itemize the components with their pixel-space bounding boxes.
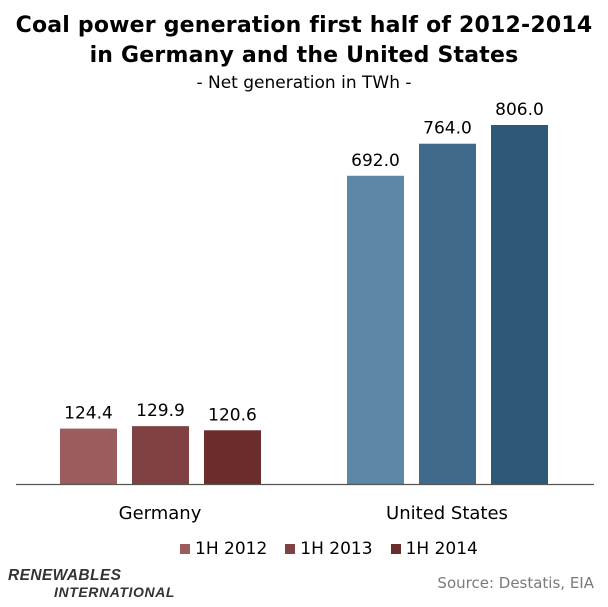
- bar-germany-1h-2013: [132, 426, 189, 484]
- data-label-germany-1h-2014: 120.6: [208, 405, 257, 425]
- source-note: Source: Destatis, EIA: [437, 574, 594, 592]
- legend-label-1h-2012: 1H 2012: [195, 539, 268, 559]
- legend-item-1h-2014: 1H 2014: [390, 539, 478, 559]
- brand-logo-line-2: INTERNATIONAL: [54, 584, 176, 600]
- chart-subtitle: - Net generation in TWh -: [196, 73, 412, 93]
- data-label-united-states-1h-2014: 806.0: [495, 100, 544, 120]
- data-label-germany-1h-2013: 129.9: [136, 401, 185, 421]
- bar-germany-1h-2014: [204, 430, 261, 484]
- category-label-germany: Germany: [119, 503, 202, 524]
- legend-swatch-1h-2014: [390, 544, 401, 554]
- legend-label-1h-2013: 1H 2013: [300, 539, 373, 559]
- legend-label-1h-2014: 1H 2014: [405, 539, 478, 559]
- chart-title-line-1: Coal power generation first half of 2012…: [15, 13, 593, 38]
- brand-logo-line-1: RENEWABLES: [8, 567, 122, 584]
- bar-germany-1h-2012: [60, 428, 117, 484]
- data-label-germany-1h-2012: 124.4: [64, 404, 113, 424]
- legend-swatch-1h-2013: [285, 544, 296, 554]
- legend-item-1h-2012: 1H 2012: [180, 539, 267, 559]
- legend: 1H 2012 1H 2013 1H 2014: [180, 537, 496, 561]
- bar-united-states-1h-2013: [419, 143, 476, 484]
- legend-swatch-1h-2012: [180, 544, 190, 554]
- bar-united-states-1h-2014: [491, 125, 548, 484]
- chart-title-line-2: in Germany and the United States: [89, 43, 519, 68]
- data-label-united-states-1h-2012: 692.0: [351, 151, 400, 171]
- category-label-united-states: United States: [386, 503, 508, 524]
- brand-logo: RENEWABLES INTERNATIONAL: [8, 567, 176, 601]
- legend-item-1h-2013: 1H 2013: [285, 539, 373, 559]
- data-label-united-states-1h-2013: 764.0: [423, 119, 472, 139]
- bar-united-states-1h-2012: [347, 175, 404, 484]
